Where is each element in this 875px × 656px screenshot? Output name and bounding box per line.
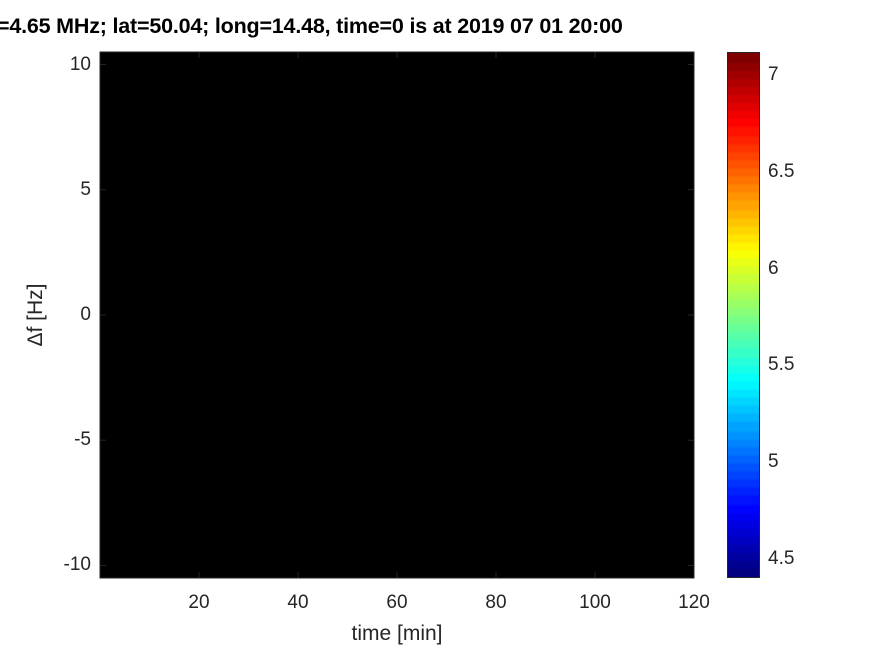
colorbar-tick-label: 6.5 [768,160,795,182]
colorbar-tick-label: 4.5 [768,547,795,569]
y-tick-label: 10 [69,53,91,75]
y-tick-label: 5 [80,178,91,200]
y-tick-label: -5 [74,429,91,451]
colorbar-tick-label: 5.5 [768,354,795,376]
x-tick-label: 100 [579,592,611,613]
x-tick-label: 80 [485,592,507,613]
spectrogram-heatmap [100,52,694,578]
colorbar-tick-label: 6 [768,257,779,279]
y-axis-label: Δf [Hz] [24,283,47,347]
x-tick-label: 60 [386,592,408,613]
colorbar-tick-label: 5 [768,450,779,472]
colorbar-tick-label: 7 [768,64,779,86]
plot-border [99,51,695,579]
x-tick-label: 20 [188,592,210,613]
y-tick-label: -10 [63,554,91,576]
chart-title: =4.65 MHz; lat=50.04; long=14.48, time=0… [0,14,623,38]
x-tick-label: 120 [678,592,710,613]
y-tick-label: 0 [80,304,91,325]
colorbar [727,52,760,578]
x-tick-label: 40 [287,592,309,613]
plot-area [100,52,694,578]
x-axis-label: time [min] [351,622,443,645]
